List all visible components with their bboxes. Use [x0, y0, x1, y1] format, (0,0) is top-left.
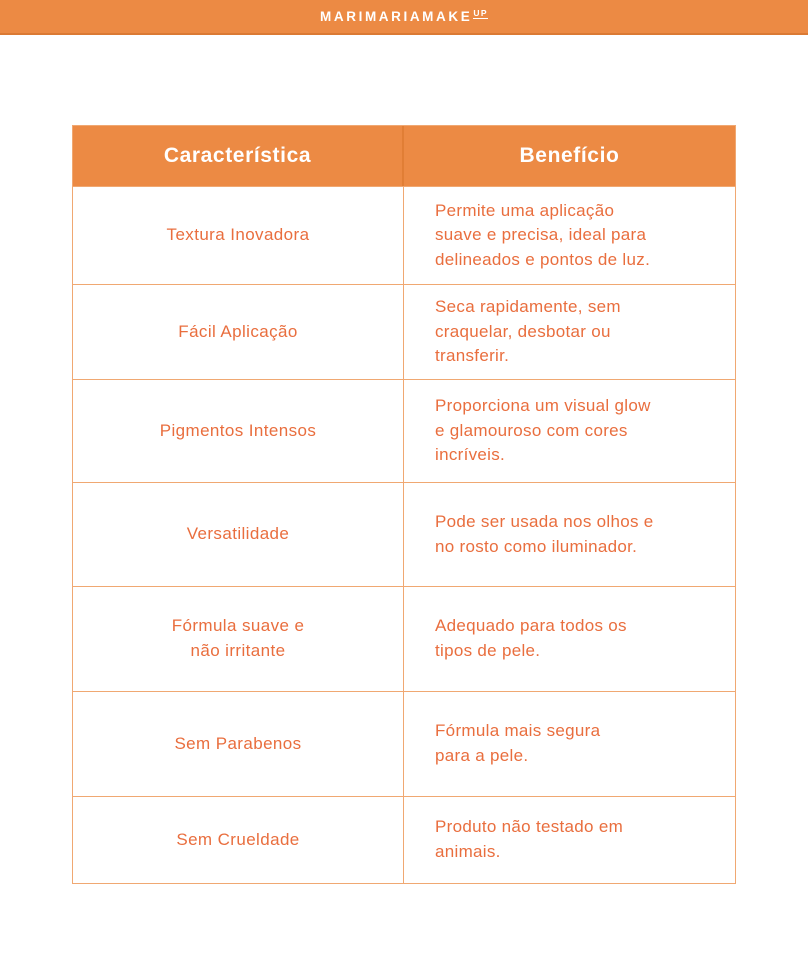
feature-cell: Versatilidade [73, 483, 404, 586]
table-row: Sem Parabenos Fórmula mais segura para a… [73, 691, 735, 796]
brand-logo: MARIMARIAMAKE UP [320, 7, 488, 24]
brand-logo-text: MARIMARIAMAKE [320, 8, 473, 24]
column-header-caracteristica: Característica [73, 126, 404, 186]
table-row: Fórmula suave e não irritante Adequado p… [73, 586, 735, 691]
feature-benefit-table: Característica Benefício Textura Inovado… [72, 125, 736, 884]
table-row: Sem Crueldade Produto não testado em ani… [73, 796, 735, 883]
feature-cell: Textura Inovadora [73, 187, 404, 284]
table-row: Fácil Aplicação Seca rapidamente, sem cr… [73, 284, 735, 379]
table-row: Versatilidade Pode ser usada nos olhos e… [73, 482, 735, 586]
benefit-cell: Proporciona um visual glow e glamouroso … [435, 396, 651, 465]
benefit-cell: Pode ser usada nos olhos e no rosto como… [435, 511, 654, 556]
table-row: Pigmentos Intensos Proporciona um visual… [73, 379, 735, 482]
column-header-beneficio: Benefício [519, 144, 620, 167]
feature-cell: Pigmentos Intensos [73, 380, 404, 482]
benefit-cell: Adequado para todos os tipos de pele. [435, 616, 627, 660]
brand-logo-sup: UP [473, 7, 488, 20]
top-brand-bar: MARIMARIAMAKE UP [0, 0, 808, 35]
table-body: Textura Inovadora Permite uma aplicação … [73, 186, 735, 883]
table-header-row: Característica Benefício [73, 126, 735, 186]
benefit-cell: Produto não testado em animais. [435, 817, 624, 861]
table-row: Textura Inovadora Permite uma aplicação … [73, 186, 735, 284]
benefit-cell: Seca rapidamente, sem craquelar, desbota… [435, 297, 621, 366]
benefit-cell: Permite uma aplicação suave e precisa, i… [435, 200, 651, 269]
feature-cell: Fórmula suave e não irritante [73, 587, 404, 691]
feature-cell: Sem Parabenos [73, 692, 404, 796]
feature-cell: Fácil Aplicação [73, 285, 404, 379]
feature-cell: Sem Crueldade [73, 797, 404, 883]
benefit-cell: Fórmula mais segura para a pele. [435, 721, 601, 765]
